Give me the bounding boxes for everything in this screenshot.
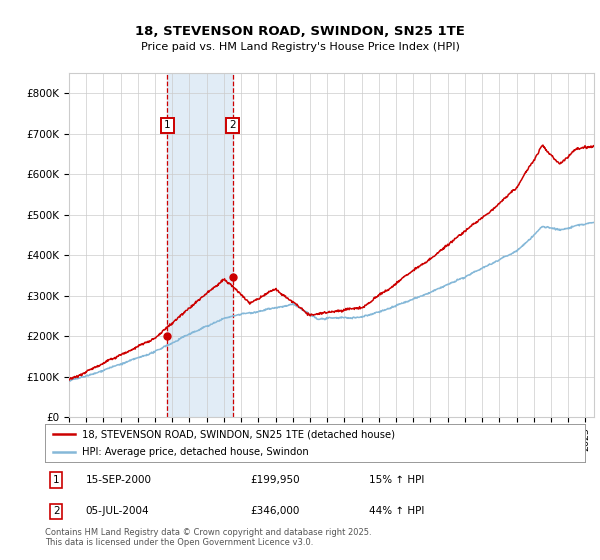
Text: 18, STEVENSON ROAD, SWINDON, SN25 1TE: 18, STEVENSON ROAD, SWINDON, SN25 1TE: [135, 25, 465, 38]
Text: £199,950: £199,950: [250, 475, 300, 485]
Text: 44% ↑ HPI: 44% ↑ HPI: [369, 506, 424, 516]
Text: £346,000: £346,000: [250, 506, 299, 516]
Text: 2: 2: [229, 120, 236, 130]
Text: 1: 1: [53, 475, 60, 485]
Text: 2: 2: [53, 506, 60, 516]
Text: 15-SEP-2000: 15-SEP-2000: [86, 475, 151, 485]
Text: 1: 1: [164, 120, 170, 130]
Text: 05-JUL-2004: 05-JUL-2004: [86, 506, 149, 516]
Text: Contains HM Land Registry data © Crown copyright and database right 2025.
This d: Contains HM Land Registry data © Crown c…: [45, 528, 371, 547]
Text: HPI: Average price, detached house, Swindon: HPI: Average price, detached house, Swin…: [82, 447, 308, 458]
Text: 15% ↑ HPI: 15% ↑ HPI: [369, 475, 424, 485]
Text: 18, STEVENSON ROAD, SWINDON, SN25 1TE (detached house): 18, STEVENSON ROAD, SWINDON, SN25 1TE (d…: [82, 429, 395, 439]
Bar: [167, 73, 233, 417]
Text: Price paid vs. HM Land Registry's House Price Index (HPI): Price paid vs. HM Land Registry's House …: [140, 42, 460, 52]
